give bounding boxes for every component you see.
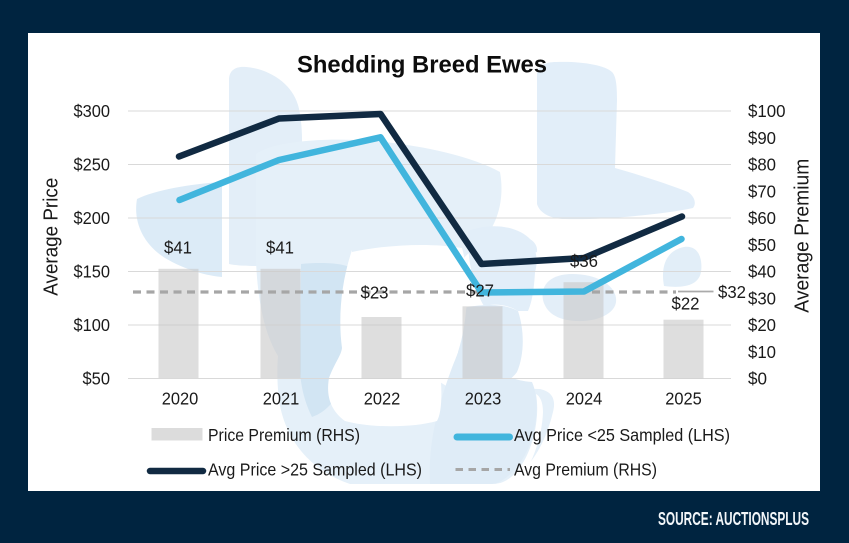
svg-text:$10: $10 — [748, 342, 776, 362]
svg-text:$32: $32 — [718, 282, 746, 302]
svg-text:$200: $200 — [74, 208, 111, 228]
svg-text:$36: $36 — [570, 251, 598, 271]
svg-text:$27: $27 — [466, 280, 494, 300]
svg-text:Avg Price <25 Sampled (LHS): Avg Price <25 Sampled (LHS) — [514, 425, 730, 445]
svg-text:Avg Price >25 Sampled (LHS): Avg Price >25 Sampled (LHS) — [208, 460, 422, 480]
svg-text:$90: $90 — [748, 128, 776, 148]
svg-text:$100: $100 — [748, 101, 786, 121]
svg-text:Price Premium (RHS): Price Premium (RHS) — [208, 425, 360, 445]
svg-text:$250: $250 — [74, 155, 111, 175]
svg-text:$23: $23 — [361, 282, 389, 302]
svg-text:$300: $300 — [74, 101, 111, 121]
svg-text:Average Premium: Average Premium — [791, 159, 814, 313]
svg-text:$0: $0 — [748, 369, 767, 389]
svg-text:$80: $80 — [748, 155, 776, 175]
svg-text:$41: $41 — [266, 237, 294, 257]
svg-text:$60: $60 — [748, 208, 776, 228]
svg-text:$100: $100 — [74, 315, 111, 335]
svg-text:Shedding Breed Ewes: Shedding Breed Ewes — [297, 52, 547, 79]
svg-text:2025: 2025 — [665, 389, 702, 409]
svg-text:$50: $50 — [83, 369, 111, 389]
svg-text:$70: $70 — [748, 181, 776, 201]
svg-text:SOURCE: AUCTIONSPLUS: SOURCE: AUCTIONSPLUS — [658, 509, 809, 529]
svg-text:Average Price: Average Price — [40, 178, 63, 296]
svg-text:2024: 2024 — [566, 389, 603, 409]
svg-text:2020: 2020 — [162, 389, 199, 409]
svg-text:$50: $50 — [748, 235, 776, 255]
svg-text:$41: $41 — [164, 237, 192, 257]
svg-text:2021: 2021 — [263, 389, 300, 409]
svg-text:$150: $150 — [74, 262, 111, 282]
svg-text:$40: $40 — [748, 262, 776, 282]
svg-text:2022: 2022 — [364, 389, 401, 409]
svg-text:2023: 2023 — [465, 389, 502, 409]
svg-text:$30: $30 — [748, 288, 776, 308]
svg-text:$20: $20 — [748, 315, 776, 335]
svg-text:Avg Premium (RHS): Avg Premium (RHS) — [514, 460, 657, 480]
svg-text:$22: $22 — [672, 293, 700, 313]
